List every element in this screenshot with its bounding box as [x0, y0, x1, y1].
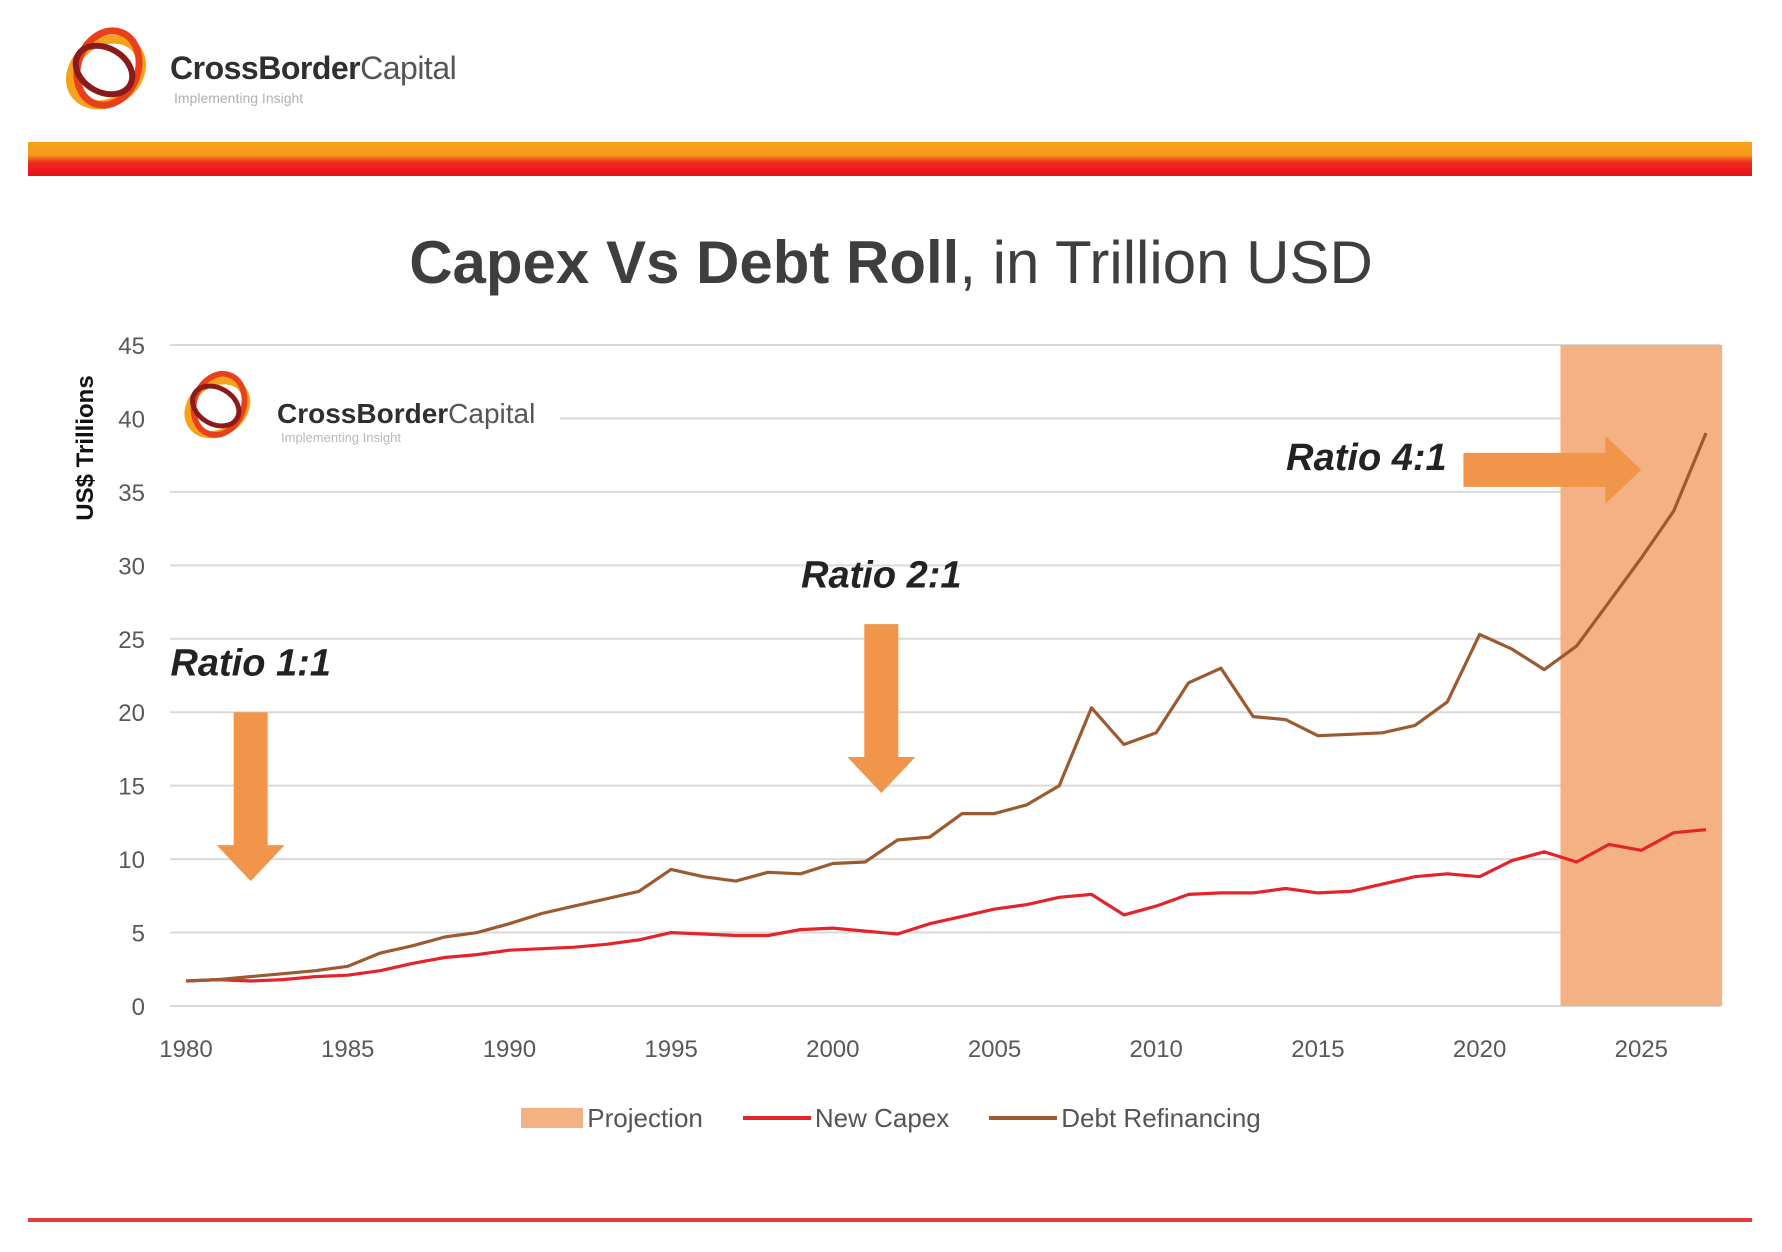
x-tick-label-2025: 2025 — [1615, 1036, 1668, 1063]
annotations: Ratio 1:1 Ratio 2:1 Ratio 4:1 — [170, 435, 1642, 882]
x-tick-label-2020: 2020 — [1453, 1036, 1506, 1063]
down-arrow-1 — [216, 712, 285, 882]
y-tick-label-15: 15 — [118, 774, 145, 801]
debt-refinancing-line — [185, 432, 1708, 983]
legend-label-debt-refinancing: Debt Refinancing — [1061, 1102, 1261, 1133]
y-tick-label-25: 25 — [118, 627, 145, 654]
watermark-name-bold: CrossBorder — [277, 398, 448, 429]
watermark-tagline: Implementing Insight — [281, 430, 401, 445]
y-tick-label-30: 30 — [118, 553, 145, 580]
projection-band — [1560, 345, 1723, 1006]
x-tick-label-2005: 2005 — [968, 1036, 1021, 1063]
annotation-label-1: Ratio 1:1 — [170, 643, 330, 685]
projection-area — [1560, 345, 1723, 1006]
crossborder-logo-icon — [65, 27, 147, 110]
brand-name-regular: Capital — [360, 50, 457, 86]
x-tick-label-1990: 1990 — [483, 1036, 536, 1063]
watermark-name-regular: Capital — [448, 398, 535, 429]
y-tick-label-10: 10 — [118, 847, 145, 874]
x-tick-label-1995: 1995 — [644, 1036, 697, 1063]
x-tick-label-2000: 2000 — [806, 1036, 859, 1063]
y-tick-label-20: 20 — [118, 700, 145, 727]
right-arrow-3 — [1463, 435, 1642, 504]
annotation-label-3: Ratio 4:1 — [1286, 437, 1446, 479]
legend-swatch-new-capex — [742, 1116, 811, 1120]
legend-item-projection: Projection — [521, 1103, 703, 1134]
new-capex-line — [185, 828, 1707, 983]
x-tick-label-2015: 2015 — [1291, 1036, 1344, 1063]
chart-title-bold: Capex Vs Debt Roll — [409, 229, 960, 296]
brand-header: CrossBorderCapital Implementing Insight — [58, 20, 518, 130]
y-axis-label: US$ Trillions — [72, 375, 99, 520]
chart-title-regular: , in Trillion USD — [959, 229, 1373, 296]
x-tick-label-2010: 2010 — [1130, 1036, 1183, 1063]
y-tick-label-5: 5 — [132, 921, 145, 948]
chart-watermark: CrossBorderCapital Implementing Insight — [170, 362, 560, 462]
legend-label-projection: Projection — [587, 1102, 703, 1133]
x-tick-label-1985: 1985 — [321, 1036, 374, 1063]
legend-item-new-capex: New Capex — [742, 1102, 950, 1134]
chart-title: Capex Vs Debt Roll, in Trillion USD — [0, 228, 1782, 297]
series — [185, 432, 1708, 983]
footer-rule — [28, 1218, 1752, 1222]
legend-swatch-projection — [521, 1108, 584, 1128]
watermark-logo-icon — [184, 371, 251, 439]
brand-name: CrossBorderCapital — [170, 50, 457, 87]
brand-tagline: Implementing Insight — [174, 90, 304, 106]
legend-label-new-capex: New Capex — [814, 1102, 950, 1133]
legend-swatch-debt-refinancing — [989, 1116, 1058, 1120]
y-tick-label-40: 40 — [118, 406, 145, 433]
y-tick-label-0: 0 — [132, 994, 145, 1021]
y-tick-label-35: 35 — [118, 480, 145, 507]
x-tick-label-1980: 1980 — [159, 1036, 212, 1063]
watermark-name: CrossBorderCapital — [277, 398, 535, 429]
down-arrow-2 — [847, 624, 916, 794]
chart-legend: Projection New Capex Debt Refinancing — [0, 1098, 1782, 1138]
header-stripe — [28, 142, 1752, 176]
brand-name-bold: CrossBorder — [170, 50, 361, 86]
y-tick-label-45: 45 — [118, 333, 145, 360]
legend-item-debt-refinancing: Debt Refinancing — [989, 1102, 1261, 1134]
annotation-label-2: Ratio 2:1 — [801, 554, 961, 596]
